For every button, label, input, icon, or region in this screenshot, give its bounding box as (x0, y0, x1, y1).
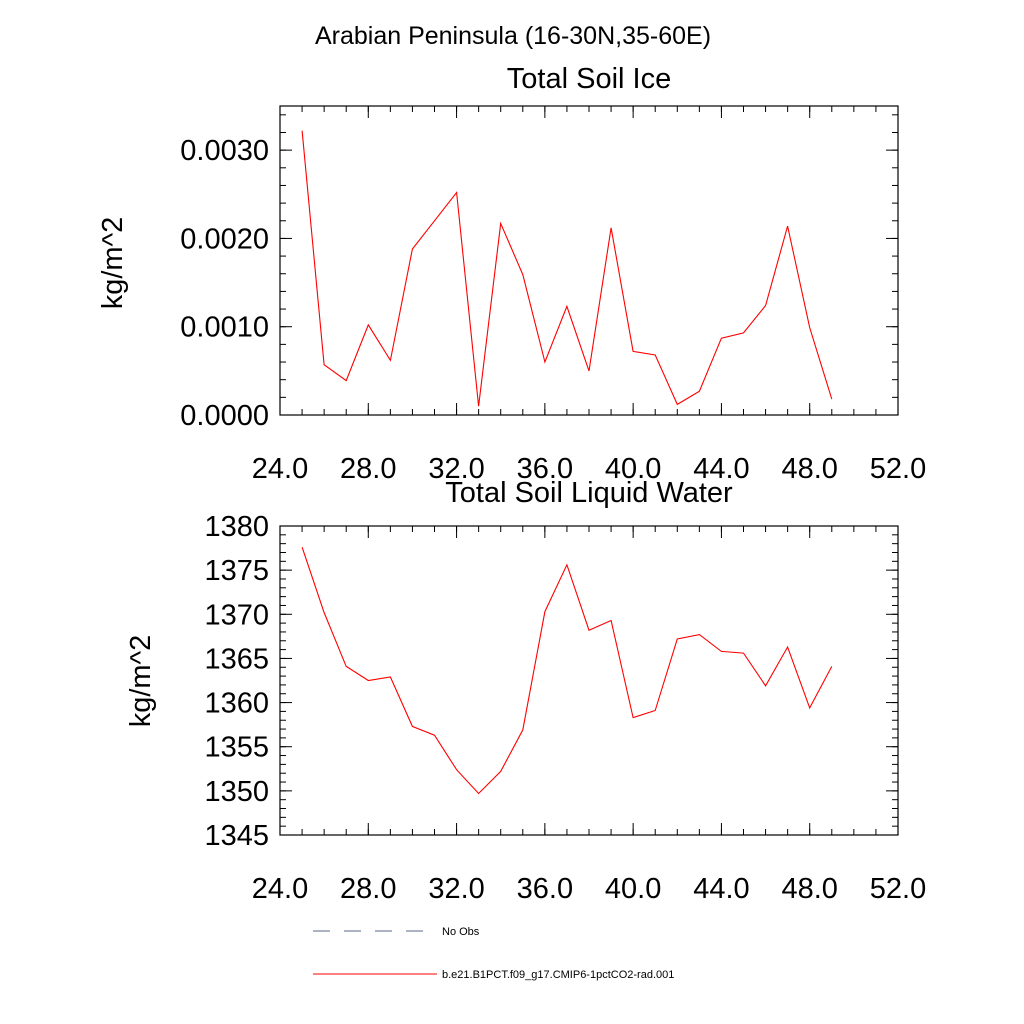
legend-label-no-obs: No Obs (442, 926, 480, 938)
soil-liquid-water-data-point (698, 633, 701, 636)
soil-liquid-water-x-tick-label: 32.0 (428, 873, 484, 905)
soil-liquid-water-x-tick-label: 48.0 (781, 873, 837, 905)
soil-ice-data-point (808, 326, 811, 329)
soil-liquid-water-y-axis-label: kg/m^2 (125, 635, 157, 728)
soil-ice-data-point (676, 403, 679, 406)
soil-ice-data-point (764, 304, 767, 307)
soil-ice-data-point (588, 369, 591, 372)
soil-liquid-water-data-point (323, 611, 326, 614)
soil-liquid-water-data-point (301, 546, 304, 549)
soil-ice-y-tick-label: 0.0030 (180, 135, 269, 167)
legend-label-model: b.e21.B1PCT.f09_g17.CMIP6-1pctCO2-rad.00… (442, 969, 674, 981)
soil-ice-x-tick-label: 48.0 (781, 453, 837, 485)
soil-liquid-water-data-point (455, 768, 458, 771)
soil-liquid-water-x-tick-label: 40.0 (605, 873, 661, 905)
soil-ice-x-tick-label: 44.0 (693, 453, 749, 485)
soil-liquid-water-x-tick-label: 24.0 (252, 873, 308, 905)
soil-liquid-water-panel: Total Soil Liquid Water kg/m^2 24.0 28.0 32.… (125, 477, 926, 905)
soil-ice-data-point (786, 225, 789, 228)
soil-liquid-water-y-tick-label: 1375 (204, 555, 269, 587)
soil-liquid-water-data-point (786, 645, 789, 648)
soil-ice-data-point (455, 191, 458, 194)
soil-liquid-water-data-point (521, 728, 524, 731)
soil-ice-data-point (720, 337, 723, 340)
soil-ice-y-axis-label: kg/m^2 (97, 217, 129, 310)
soil-ice-data-point (698, 390, 701, 393)
soil-ice-x-tick-label: 40.0 (605, 453, 661, 485)
soil-liquid-water-data-point (588, 629, 591, 632)
soil-liquid-water-data-point (499, 770, 502, 773)
soil-ice-data-point (543, 361, 546, 364)
soil-liquid-water-data-point (610, 619, 613, 622)
soil-liquid-water-data-point (742, 652, 745, 655)
soil-liquid-water-data-point (764, 684, 767, 687)
soil-liquid-water-data-point (433, 734, 436, 737)
soil-liquid-water-data-point (808, 706, 811, 709)
soil-ice-x-tick-label: 52.0 (870, 453, 926, 485)
soil-ice-data-point (610, 226, 613, 229)
soil-ice-data-point (654, 353, 657, 356)
soil-ice-data-point (742, 331, 745, 334)
soil-liquid-water-data-point (565, 563, 568, 566)
legend: No Obs b.e21.B1PCT.f09_g17.CMIP6-1pctCO2… (313, 926, 674, 981)
soil-liquid-water-data-point (720, 650, 723, 653)
soil-liquid-water-plot-frame (279, 525, 899, 836)
figure-title: Arabian Peninsula (16-30N,35-60E) (315, 22, 711, 50)
soil-liquid-water-title: Total Soil Liquid Water (445, 477, 733, 509)
soil-liquid-water-x-tick-label: 28.0 (340, 873, 396, 905)
soil-ice-data-point (411, 248, 414, 251)
soil-ice-data-point (499, 222, 502, 225)
soil-liquid-water-data-point (676, 638, 679, 641)
soil-ice-data-point (565, 305, 568, 308)
soil-liquid-water-y-tick-label: 1365 (204, 643, 269, 675)
soil-liquid-water-x-tick-label: 36.0 (517, 873, 573, 905)
soil-ice-data-point (345, 379, 348, 382)
soil-liquid-water-data-point (411, 725, 414, 728)
soil-liquid-water-data-point (543, 610, 546, 613)
soil-liquid-water-y-tick-label: 1350 (204, 776, 269, 808)
soil-liquid-water-y-tick-label: 1380 (204, 511, 269, 543)
soil-ice-title: Total Soil Ice (507, 63, 671, 95)
soil-ice-data-point (389, 359, 392, 362)
soil-liquid-water-y-tick-label: 1360 (204, 688, 269, 720)
soil-ice-y-tick-label: 0.0020 (180, 223, 269, 255)
soil-liquid-water-data-point (830, 665, 833, 668)
soil-ice-data-point (433, 219, 436, 222)
soil-ice-x-tick-label: 24.0 (252, 453, 308, 485)
soil-liquid-water-series-line (301, 547, 833, 795)
soil-ice-x-tick-label: 32.0 (428, 453, 484, 485)
soil-liquid-water-y-tick-label: 1370 (204, 599, 269, 631)
soil-ice-x-tick-label: 36.0 (517, 453, 573, 485)
soil-liquid-water-data-point (345, 665, 348, 668)
soil-ice-data-point (301, 129, 304, 132)
soil-liquid-water-data-point (654, 709, 657, 712)
soil-ice-data-point (477, 405, 480, 408)
soil-ice-data-point (323, 363, 326, 366)
soil-liquid-water-data-point (632, 716, 635, 719)
soil-liquid-water-y-tick-label: 1345 (204, 820, 269, 852)
soil-ice-x-tick-label: 28.0 (340, 453, 396, 485)
soil-ice-data-point (521, 273, 524, 276)
soil-ice-data-point (830, 398, 833, 401)
soil-ice-y-tick-label: 0.0000 (180, 400, 269, 432)
soil-ice-data-point (632, 350, 635, 353)
soil-liquid-water-data-point (389, 675, 392, 678)
soil-liquid-water-x-tick-label: 44.0 (693, 873, 749, 905)
soil-ice-y-tick-label: 0.0010 (180, 312, 269, 344)
soil-ice-panel: Total Soil Ice kg/m^2 24.0 28.0 32.0 36.0 40.0… (97, 63, 926, 485)
soil-liquid-water-x-tick-label: 52.0 (870, 873, 926, 905)
soil-ice-series-line (301, 130, 833, 407)
soil-liquid-water-data-point (477, 792, 480, 795)
soil-ice-data-point (367, 323, 370, 326)
soil-liquid-water-data-point (367, 679, 370, 682)
soil-liquid-water-y-tick-label: 1355 (204, 732, 269, 764)
